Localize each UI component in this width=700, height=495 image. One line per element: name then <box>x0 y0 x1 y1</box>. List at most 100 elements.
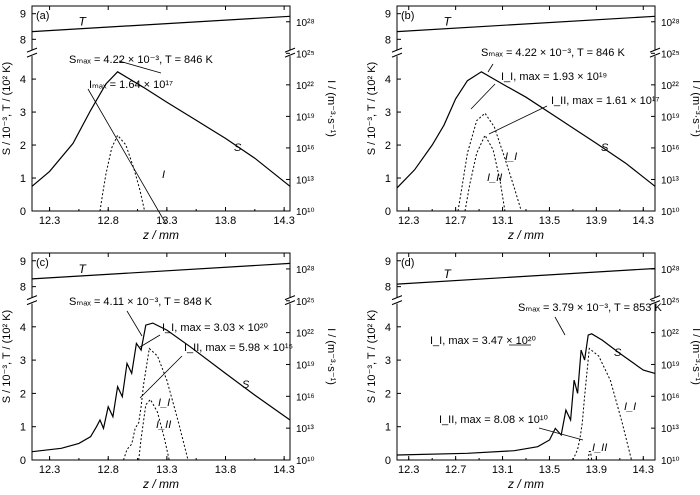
y-left-tick-label: 9 <box>385 256 391 268</box>
annotation-text: I <box>162 169 165 181</box>
y-left-tick-label: 0 <box>385 455 391 467</box>
y-right-tick-label: 10¹⁰ <box>296 456 314 467</box>
panel-label: (c) <box>36 257 49 269</box>
y-left-axis-label: S / 10⁻³, T / (10² K) <box>1 62 13 155</box>
x-tick-label: 14.3 <box>273 215 294 227</box>
x-axis-label: z / mm <box>142 477 179 491</box>
y-left-tick-label: 1 <box>20 173 26 185</box>
annotation-leader <box>470 83 496 110</box>
y-right-tick-label: 10²⁵ <box>296 297 315 308</box>
y-left-tick-label: 4 <box>385 74 391 86</box>
plot-frame <box>396 5 656 212</box>
panel-c: 12.3 12.8 13.3 13.8 14.3 0 1 2 3 4 8 9 10¹⁰ 10¹³ 10¹⁶ 1… <box>1 252 337 491</box>
x-tick-label: 13.8 <box>215 215 236 227</box>
axis-break-gap <box>28 297 36 304</box>
x-tick-label: 13.1 <box>492 215 513 227</box>
y-left-tick-label: 0 <box>385 206 391 218</box>
y-right-tick-label: 10¹⁰ <box>661 456 679 467</box>
axis-break-mark <box>26 47 38 58</box>
annotation-text: S <box>234 142 242 154</box>
x-tick-label: 13.8 <box>215 464 236 476</box>
annotation-text: I_I <box>624 401 636 413</box>
annotation-text: I_I, max = 3.47 × 10²⁰ <box>430 335 537 347</box>
y-left-tick-label: 2 <box>20 388 26 400</box>
series-line-i <box>99 134 146 212</box>
y-left-tick-label: 0 <box>20 206 26 218</box>
x-tick-label: 12.3 <box>39 215 60 227</box>
axis-break-mark <box>26 295 38 306</box>
x-tick-label: 13.9 <box>586 464 607 476</box>
x-tick-label: 13.3 <box>156 215 177 227</box>
x-axis-label: z / mm <box>142 228 179 242</box>
panel-label: (b) <box>401 10 414 22</box>
annotation-text: I_II, max = 5.98 × 10¹⁵ <box>184 342 293 354</box>
annotation-text: Iₘₐₓ = 1.64 × 10¹⁷ <box>89 79 173 91</box>
y-right-tick-label: 10¹⁹ <box>296 360 315 371</box>
annotation-text: I_II <box>592 442 607 454</box>
annotation-text: Sₘₐₓ = 3.79 × 10⁻³, T = 853 K <box>518 302 662 314</box>
y-right-tick-label: 10¹⁹ <box>661 360 680 371</box>
series-label-t: T <box>78 15 87 29</box>
y-left-axis-label: S / 10⁻³, T / (10² K) <box>366 310 378 403</box>
annotation-text: S <box>614 347 622 359</box>
y-right-tick-label: 10²⁵ <box>661 297 680 308</box>
annotation-text: I_II, max = 1.61 × 10¹⁷ <box>551 95 660 107</box>
annotation-leader <box>487 63 494 73</box>
y-left-tick-label: 2 <box>385 140 391 152</box>
y-left-tick-label: 1 <box>385 422 391 434</box>
y-right-axis-label: I / (m⁻³·s⁻¹) <box>325 80 337 137</box>
y-left-tick-label: 2 <box>385 388 391 400</box>
y-left-tick-label: 3 <box>20 355 26 367</box>
panel-a: 12.3 12.8 13.3 13.8 14.3 0 1 2 3 4 8 9 10¹⁰ 10¹³ 10¹⁶ 1… <box>1 5 337 242</box>
annotation-text: I_I <box>158 397 170 409</box>
x-tick-label: 14.3 <box>633 215 654 227</box>
y-left-tick-label: 2 <box>20 140 26 152</box>
series-label-t: T <box>443 15 452 29</box>
panel-label: (d) <box>401 257 414 269</box>
annotation-leader <box>488 105 548 135</box>
annotation-leader <box>538 427 584 441</box>
x-tick-label: 13.5 <box>539 215 560 227</box>
y-right-tick-label: 10²² <box>296 329 314 340</box>
series-line-t <box>31 15 291 33</box>
y-right-tick-label: 10²⁸ <box>661 265 680 276</box>
axis-break-mark <box>649 295 661 306</box>
y-right-tick-label: 10²² <box>661 329 679 340</box>
y-right-tick-label: 10²² <box>296 81 314 92</box>
annotation-text: Sₘₐₓ = 4.11 × 10⁻³, T = 848 K <box>69 296 213 308</box>
x-tick-label: 13.5 <box>539 464 560 476</box>
series-label-t: T <box>78 262 87 276</box>
y-left-tick-label: 9 <box>20 9 26 21</box>
series-line-t <box>396 15 656 33</box>
annotation-text: I_II, max = 8.08 × 10¹⁰ <box>439 414 549 426</box>
y-left-tick-label: 9 <box>20 256 26 268</box>
series-line-s <box>396 333 656 456</box>
y-left-axis-label: S / 10⁻³, T / (10² K) <box>1 310 13 403</box>
y-left-tick-label: 0 <box>20 455 26 467</box>
series-label-t: T <box>443 267 452 281</box>
axis-break-mark <box>284 47 296 58</box>
y-left-tick-label: 4 <box>20 322 26 334</box>
x-tick-label: 12.7 <box>445 215 466 227</box>
x-tick-label: 12.7 <box>445 464 466 476</box>
panel-d: 12.3 12.7 13.1 13.5 13.9 14.3 0 1 2 3 4 8 9 10¹⁰ 10¹³ 1… <box>366 252 700 491</box>
axis-break-mark <box>391 47 403 58</box>
x-tick-label: 12.3 <box>39 464 60 476</box>
series-line-i-i <box>457 112 522 212</box>
axis-break-gap <box>28 50 36 57</box>
x-tick-label: 13.3 <box>156 464 177 476</box>
y-left-axis-label: S / 10⁻³, T / (10² K) <box>366 62 378 155</box>
series-line-i-i <box>123 347 189 461</box>
y-left-tick-label: 3 <box>385 107 391 119</box>
annotation-leader <box>118 60 162 74</box>
annotation-text: S <box>601 142 609 154</box>
y-right-tick-label: 10²⁸ <box>296 18 315 29</box>
y-right-tick-label: 10²⁵ <box>296 49 315 60</box>
y-right-tick-label: 10²⁸ <box>296 265 315 276</box>
y-left-tick-label: 8 <box>20 34 26 46</box>
series-line-i-i <box>572 347 632 461</box>
y-right-tick-label: 10¹⁶ <box>296 392 315 403</box>
series-line-i-ii <box>138 398 170 461</box>
axis-break-mark <box>391 295 403 306</box>
y-right-axis-label: I / (m⁻³·s⁻¹) <box>690 80 700 137</box>
